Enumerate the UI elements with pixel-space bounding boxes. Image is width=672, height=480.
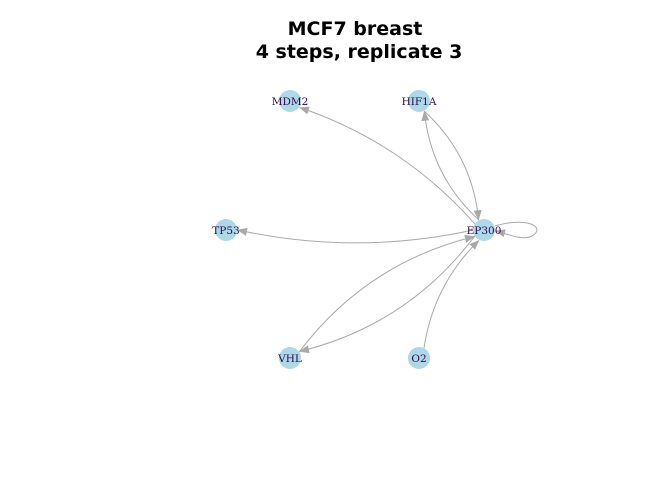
node-mdm2: MDM2 — [272, 90, 309, 112]
edge-vhl-to-ep300 — [298, 234, 475, 353]
edge-ep300-to-ep300 — [494, 221, 538, 239]
node-circle-tp53 — [215, 219, 237, 241]
node-o2: O2 — [408, 347, 430, 369]
edge-ep300-to-vhl — [299, 235, 476, 354]
edge-ep300-to-mdm2 — [299, 106, 476, 225]
node-circle-hif1a — [408, 90, 430, 112]
node-label-tp53: TP53 — [212, 225, 239, 237]
node-hif1a: HIF1A — [402, 90, 437, 112]
nodes-layer: MDM2 HIF1A TP53 EP300 VHL O2 — [212, 90, 501, 369]
node-label-mdm2: MDM2 — [272, 96, 309, 108]
edge-o2-to-ep300 — [423, 239, 480, 349]
node-vhl: VHL — [277, 347, 302, 369]
edges-layer — [237, 106, 538, 354]
edge-hif1a-to-ep300 — [423, 110, 482, 221]
node-label-o2: O2 — [411, 353, 426, 365]
edge-ep300-to-tp53 — [237, 228, 474, 244]
edge-ep300-to-hif1a — [421, 110, 480, 221]
node-circle-ep300 — [473, 219, 495, 241]
node-ep300: EP300 — [467, 219, 502, 241]
node-tp53: TP53 — [212, 219, 240, 241]
node-circle-mdm2 — [279, 90, 301, 112]
node-label-ep300: EP300 — [467, 225, 502, 237]
diagram-title-line-1: MCF7 breast — [288, 18, 423, 40]
node-circle-o2 — [408, 347, 430, 369]
node-label-hif1a: HIF1A — [402, 96, 437, 108]
node-label-vhl: VHL — [277, 353, 302, 365]
node-circle-vhl — [279, 347, 301, 369]
diagram-title-line-2: 4 steps, replicate 3 — [256, 41, 463, 63]
